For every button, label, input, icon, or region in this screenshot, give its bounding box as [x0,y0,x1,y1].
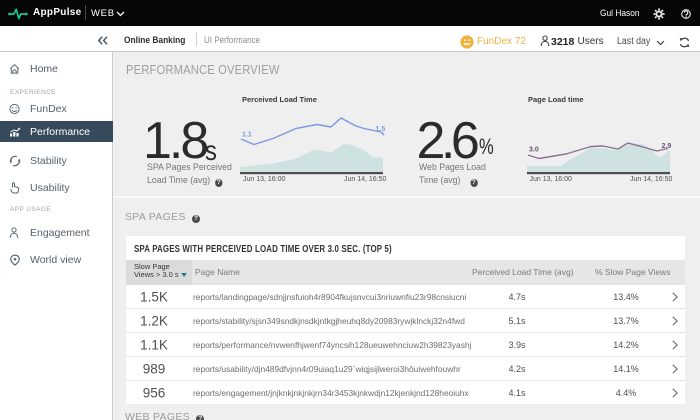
svg-text:2.9: 2.9 [662,143,672,150]
svg-text:1.1: 1.1 [242,132,252,139]
svg-text:3.0: 3.0 [529,147,539,154]
svg-text:1.5: 1.5 [376,126,386,133]
